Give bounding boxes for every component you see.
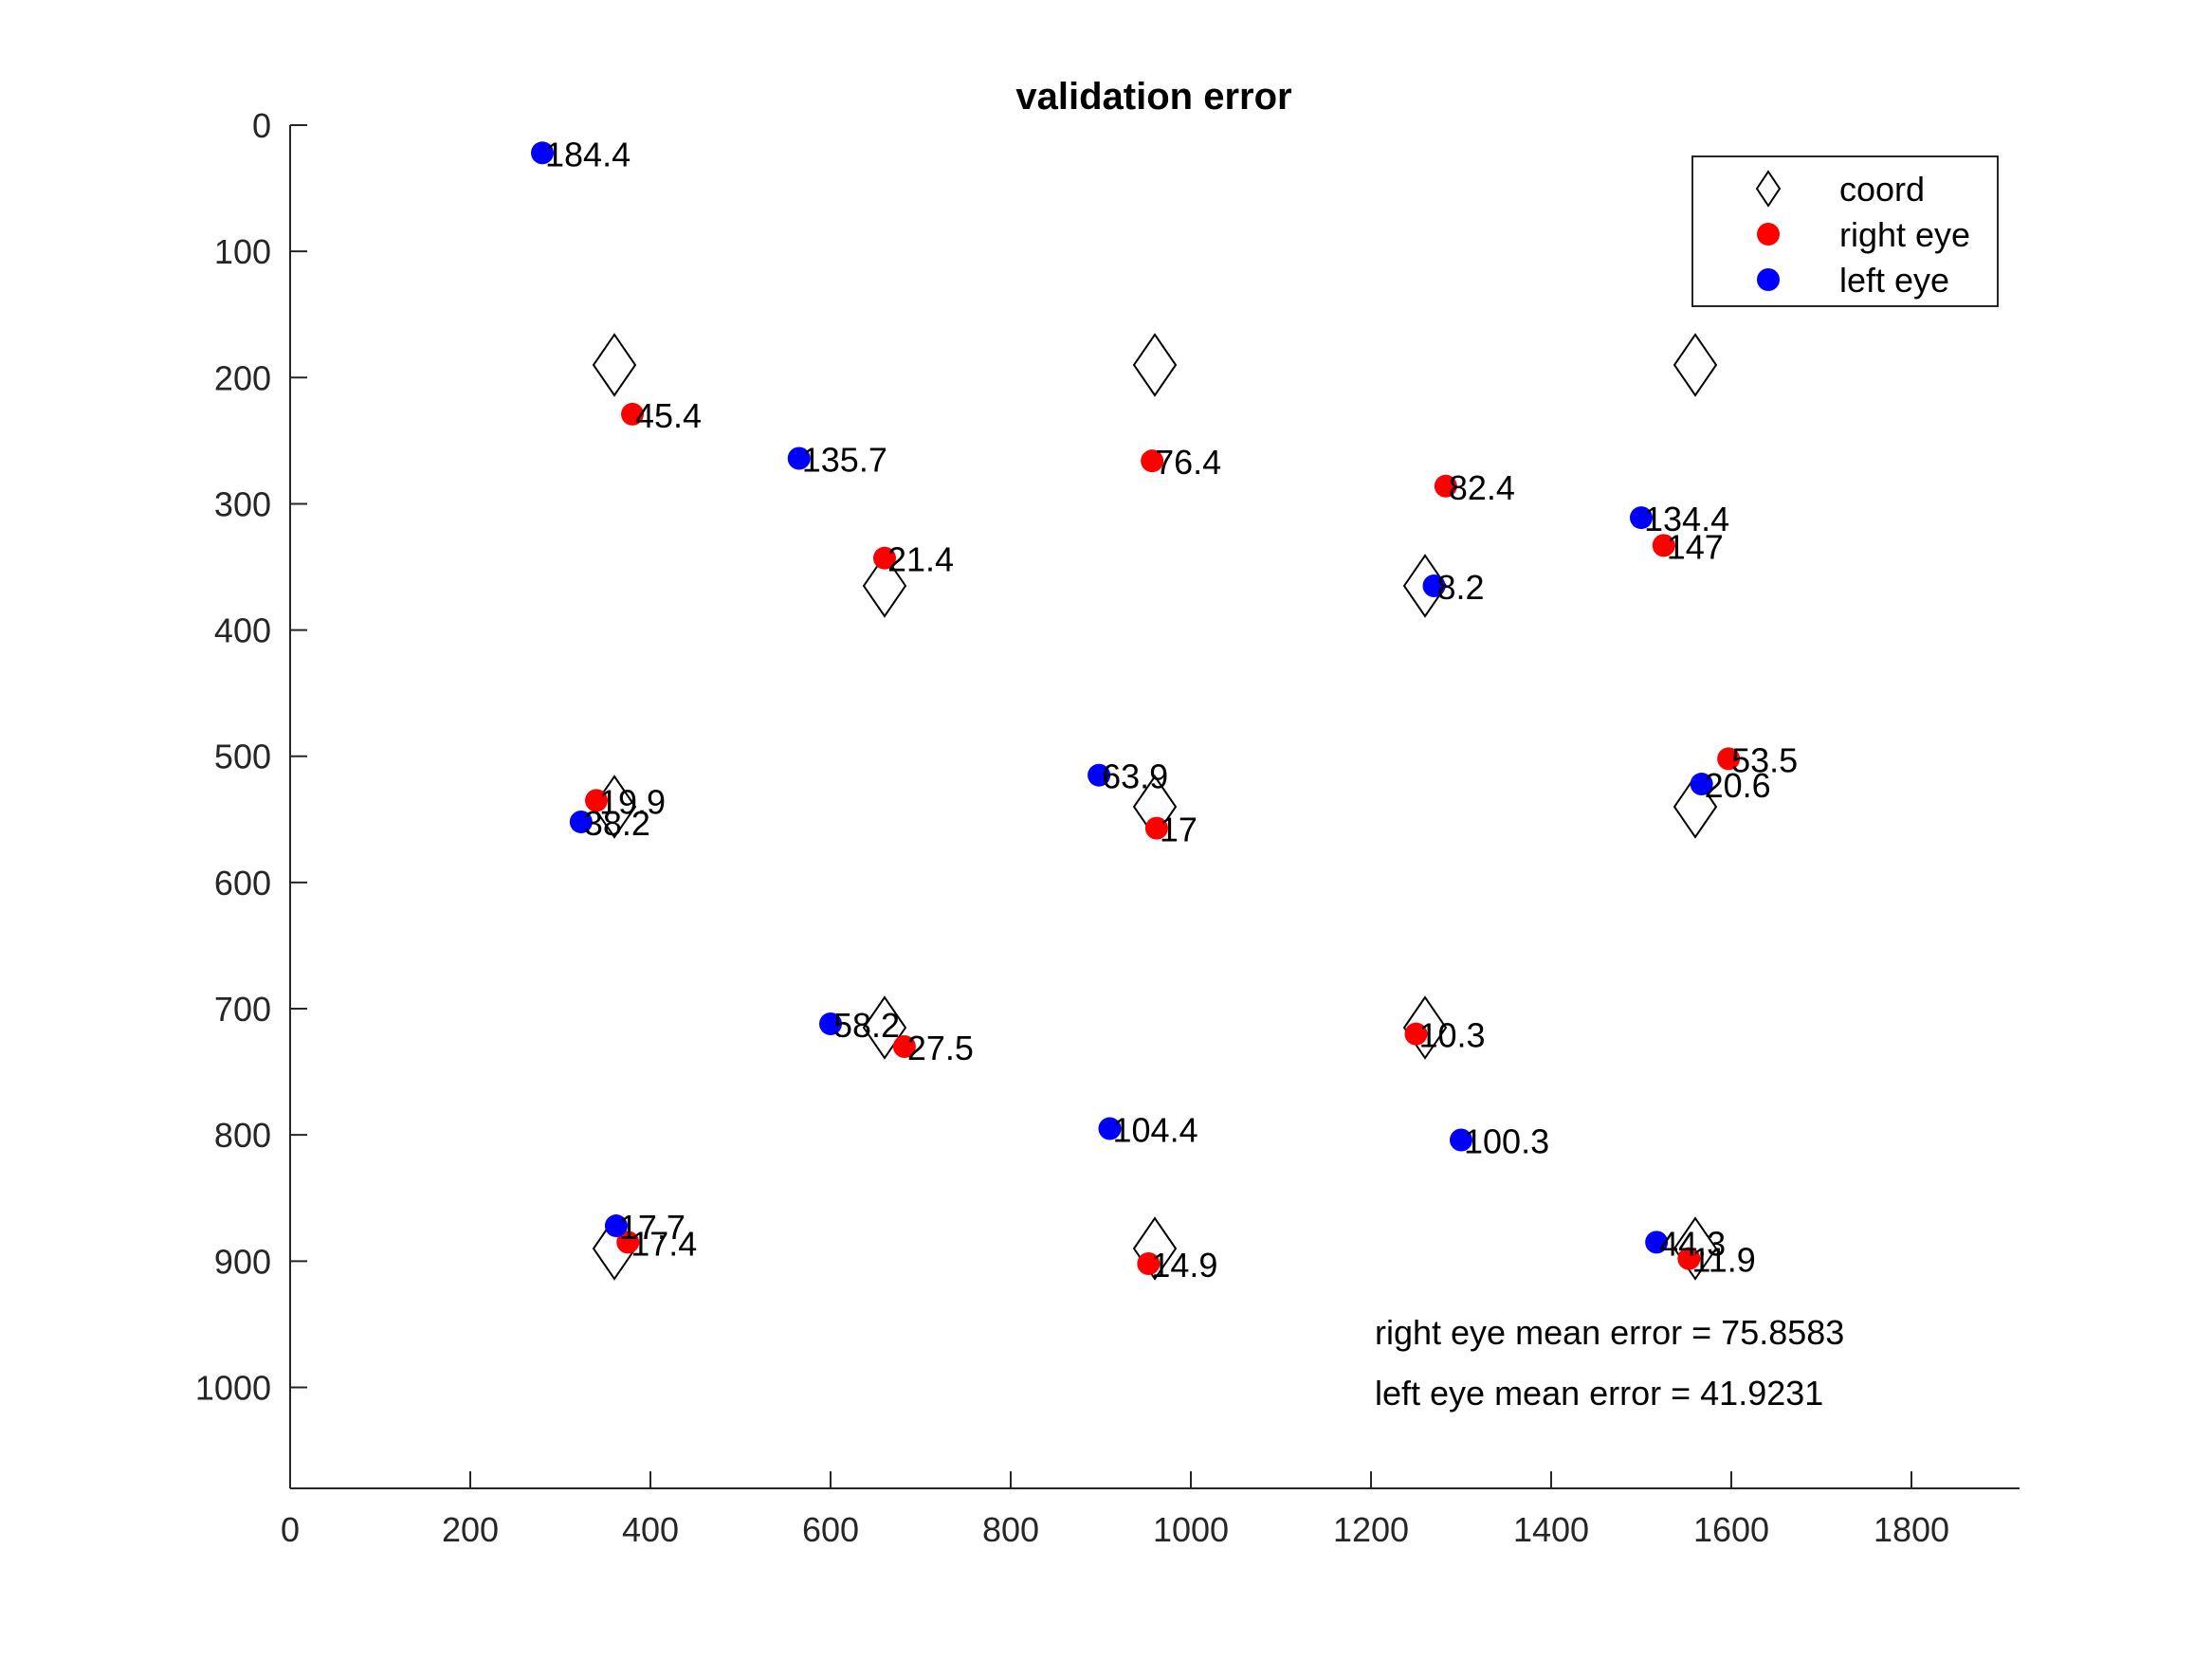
point-error-label: 104.4 xyxy=(1113,1111,1198,1150)
left-eye-point xyxy=(569,810,593,833)
x-tick-label: 1200 xyxy=(1333,1510,1409,1549)
left-eye-point xyxy=(1422,574,1446,597)
legend-entry-label: right eye xyxy=(1839,215,1970,254)
point-error-label: 147 xyxy=(1667,527,1724,566)
coord-marker xyxy=(1673,1216,1718,1281)
point-error-label: 135.7 xyxy=(802,441,887,480)
right-eye-point xyxy=(1137,1251,1161,1275)
point-error-label: 21.4 xyxy=(887,540,954,579)
legend: coord right eye left eye xyxy=(1691,155,1999,307)
coord-marker xyxy=(1402,995,1448,1060)
x-tick-label: 1000 xyxy=(1153,1510,1229,1549)
point-error-label: 45.4 xyxy=(635,396,702,435)
y-tick-label: 800 xyxy=(214,1116,271,1155)
y-tick-label: 200 xyxy=(214,358,271,397)
point-error-label: 100.3 xyxy=(1464,1122,1549,1161)
x-tick-label: 1800 xyxy=(1874,1510,1949,1549)
point-error-label: 76.4 xyxy=(1155,443,1221,482)
left-eye-point xyxy=(1645,1231,1669,1254)
axes: 0 200 400 600 800 1000 1200 1400 1600 1800 0 100 200… xyxy=(195,106,2020,1549)
left-eye-point xyxy=(819,1012,842,1036)
y-tick-label: 1000 xyxy=(195,1368,271,1407)
right-eye-point xyxy=(1144,816,1168,840)
legend-left-eye-icon xyxy=(1757,268,1780,291)
left-eye-point xyxy=(1630,506,1653,530)
left-eye-point xyxy=(1088,763,1111,787)
y-tick-label: 100 xyxy=(214,232,271,271)
point-error-label: 82.4 xyxy=(1449,468,1515,507)
point-error-label: 17.7 xyxy=(619,1208,686,1247)
legend-box xyxy=(1691,155,1999,307)
x-tick-label: 1600 xyxy=(1693,1510,1769,1549)
right-eye-point xyxy=(585,789,608,812)
point-error-label: 20.6 xyxy=(1705,766,1771,805)
coord-marker xyxy=(862,554,907,618)
legend-entry-label: coord xyxy=(1839,170,1925,209)
right-eye-point xyxy=(1404,1022,1428,1046)
series-left-eye: 184.4 135.7 134.4 8.2 63.9 38.2 20.6 58.2 104.4 1… xyxy=(531,135,1771,1263)
left-eye-point xyxy=(787,447,811,470)
y-tick-label: 600 xyxy=(214,864,271,902)
point-error-label: 14.9 xyxy=(1151,1246,1217,1285)
y-tick-label: 700 xyxy=(214,990,271,1029)
y-tick-label: 900 xyxy=(214,1242,271,1281)
mean-error-annotations: right eye mean error = 75.8583 left eye m… xyxy=(1375,1313,1844,1413)
x-tick-label: 0 xyxy=(281,1510,300,1549)
point-error-label: 53.5 xyxy=(1731,740,1798,779)
point-error-label: 134.4 xyxy=(1644,500,1729,538)
x-tick-label: 200 xyxy=(442,1510,499,1549)
left-eye-point xyxy=(1098,1117,1122,1140)
point-error-label: 17 xyxy=(1160,811,1197,849)
point-error-label: 8.2 xyxy=(1437,568,1485,607)
legend-coord-icon xyxy=(1755,170,1782,208)
x-tick-label: 400 xyxy=(622,1510,679,1549)
chart-title: validation error xyxy=(1015,76,1291,118)
coord-marker xyxy=(1132,1216,1178,1281)
point-error-label: 11.9 xyxy=(1691,1241,1755,1280)
x-tick-label: 800 xyxy=(982,1510,1039,1549)
coord-marker xyxy=(1132,333,1178,397)
left-eye-point xyxy=(604,1214,628,1238)
point-error-label: 44.3 xyxy=(1659,1224,1726,1263)
left-eye-point xyxy=(1690,773,1713,796)
coord-marker xyxy=(1673,775,1718,839)
y-tick-label: 300 xyxy=(214,484,271,523)
right-eye-point xyxy=(1717,747,1741,771)
point-error-label: 184.4 xyxy=(545,135,631,173)
point-error-label: 58.2 xyxy=(833,1006,900,1045)
point-error-label: 38.2 xyxy=(584,804,650,843)
right-eye-point xyxy=(616,1231,640,1254)
right-eye-point xyxy=(892,1034,916,1058)
mean-error-text: right eye mean error = 75.8583 xyxy=(1375,1313,1844,1352)
y-tick-label: 400 xyxy=(214,611,271,650)
right-eye-point xyxy=(873,546,896,570)
x-tick-label: 1400 xyxy=(1513,1510,1589,1549)
legend-entry-label: left eye xyxy=(1839,261,1949,300)
coord-marker xyxy=(862,995,907,1060)
series-right-eye: 45.4 76.4 82.4 21.4 147 19.9 17 53.5 27.5 10.3 17.… xyxy=(585,396,1798,1285)
coord-marker xyxy=(1673,333,1718,397)
data-points: 45.4 76.4 82.4 21.4 147 19.9 17 53.5 27.5 10.3 17.… xyxy=(531,135,1798,1285)
y-tick-label: 0 xyxy=(252,106,271,145)
right-eye-point xyxy=(1677,1247,1701,1270)
point-error-label: 27.5 xyxy=(907,1029,974,1067)
right-eye-point xyxy=(621,402,644,426)
x-tick-label: 600 xyxy=(802,1510,859,1549)
y-tick-label: 500 xyxy=(214,738,271,776)
mean-error-text: left eye mean error = 41.9231 xyxy=(1375,1374,1823,1413)
right-eye-point xyxy=(1434,474,1457,498)
point-error-label: 63.9 xyxy=(1102,757,1168,796)
right-eye-point xyxy=(1141,449,1164,473)
coord-marker xyxy=(592,333,637,397)
right-eye-point xyxy=(1652,534,1675,557)
point-error-label: 17.4 xyxy=(631,1224,697,1263)
left-eye-point xyxy=(1450,1128,1472,1152)
point-error-label: 19.9 xyxy=(599,782,666,821)
left-eye-point xyxy=(531,141,554,165)
point-error-label: 10.3 xyxy=(1419,1016,1486,1055)
legend-right-eye-icon xyxy=(1757,223,1780,246)
